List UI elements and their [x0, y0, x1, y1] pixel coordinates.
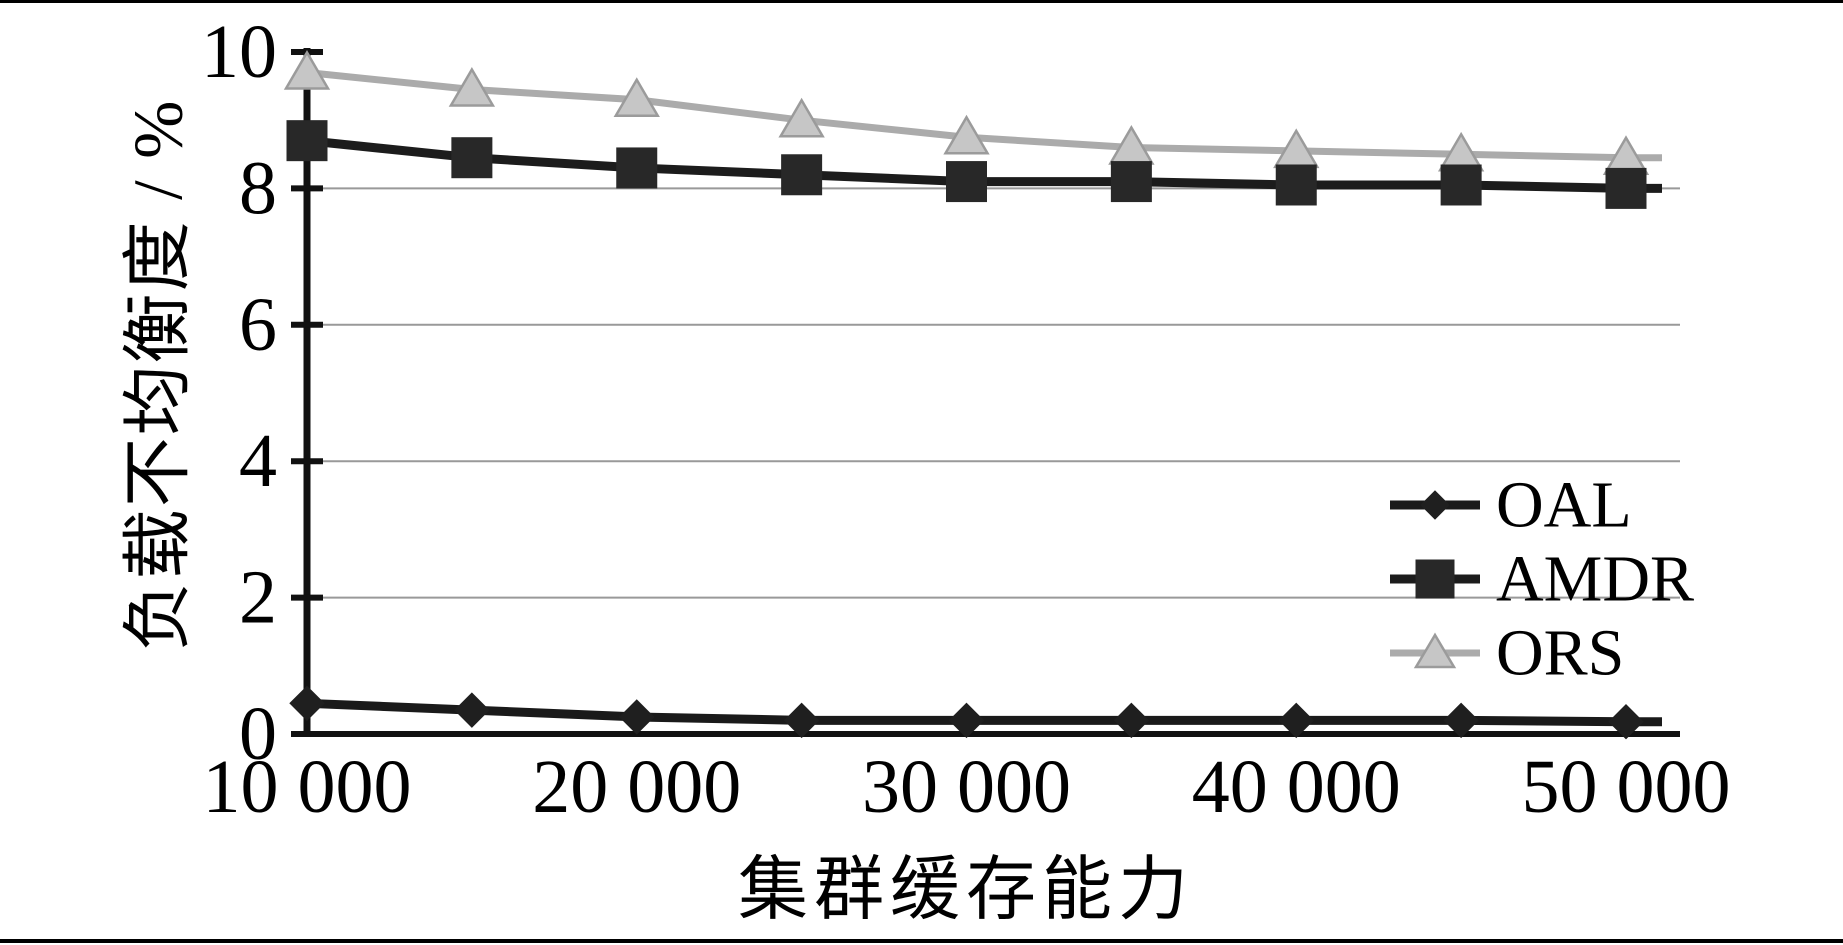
legend-label-amdr: AMDR	[1496, 543, 1694, 616]
marker-amdr	[616, 147, 658, 189]
legend-marker-oal	[1420, 490, 1450, 520]
legend-label-ors: ORS	[1496, 617, 1624, 690]
marker-oal	[1608, 704, 1644, 740]
marker-ors	[778, 97, 825, 138]
series-line-amdr	[306, 136, 1662, 193]
x-tick-label: 50 000	[1522, 745, 1731, 829]
marker-amdr	[1110, 161, 1152, 203]
y-tick-label: 6	[239, 283, 277, 367]
marker-amdr	[781, 154, 823, 196]
y-tick-label: 4	[239, 419, 277, 503]
y-tick-label: 10	[201, 10, 277, 94]
marker-oal	[948, 702, 985, 739]
marker-oal	[1113, 702, 1150, 739]
top-frame-line	[0, 0, 1843, 3]
marker-amdr	[1605, 167, 1647, 209]
marker-amdr	[946, 161, 987, 203]
marker-amdr	[451, 137, 493, 179]
x-tick-label: 40 000	[1192, 745, 1401, 829]
marker-ors	[943, 114, 990, 155]
marker-oal	[619, 699, 655, 735]
marker-oal	[783, 702, 820, 739]
marker-oal	[1443, 702, 1479, 739]
x-axis-title: 集群缓存能力	[738, 852, 1194, 929]
series-line-ors	[306, 68, 1662, 162]
x-tick-label: 10 000	[203, 745, 412, 829]
y-tick-label: 8	[239, 146, 277, 230]
marker-amdr	[1275, 164, 1317, 206]
legend-marker-amdr	[1415, 559, 1455, 599]
x-tick-label: 30 000	[862, 745, 1071, 829]
marker-ors	[283, 49, 331, 90]
legend-marker-ors	[1413, 632, 1457, 669]
bottom-frame-line	[0, 939, 1843, 943]
x-tick-label: 20 000	[532, 745, 741, 829]
marker-ors	[613, 77, 660, 117]
marker-amdr	[286, 120, 328, 162]
marker-oal	[1278, 702, 1314, 739]
series-line-oal	[306, 698, 1662, 727]
marker-ors	[448, 67, 496, 107]
y-tick-label: 2	[239, 556, 277, 640]
marker-oal	[289, 685, 325, 722]
marker-oal	[454, 692, 490, 728]
y-tick-label: 0	[239, 692, 277, 776]
marker-amdr	[1440, 164, 1482, 206]
legend-label-oal: OAL	[1496, 469, 1632, 542]
